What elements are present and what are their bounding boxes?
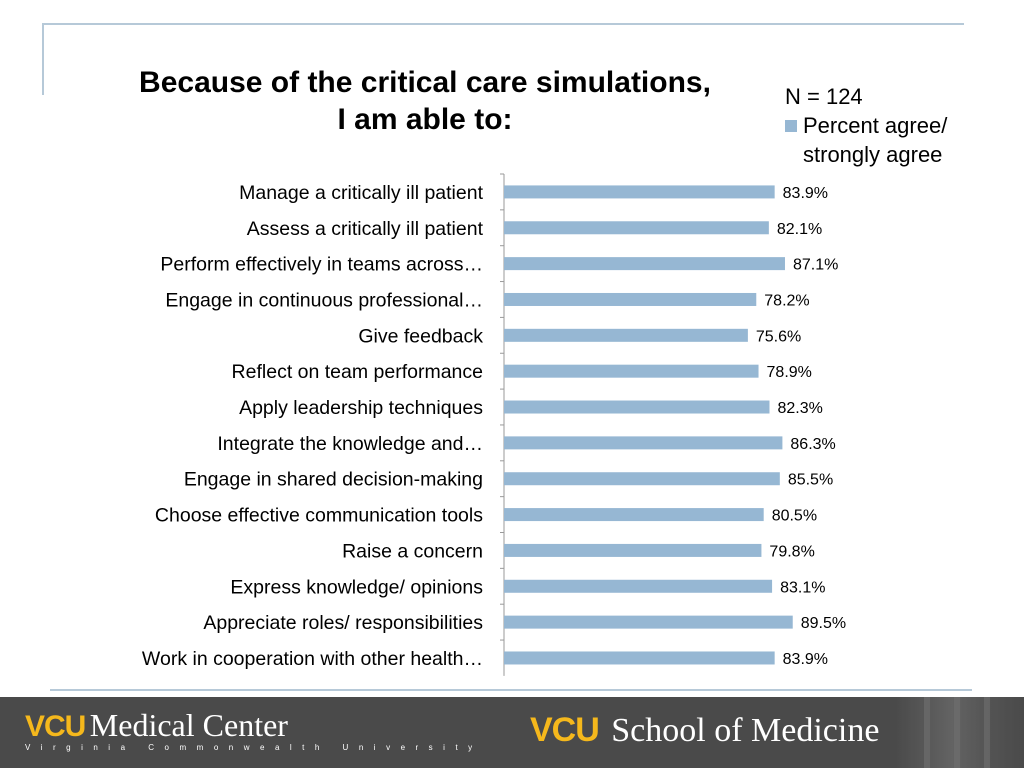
- category-label: Apply leadership techniques: [239, 397, 483, 419]
- category-label: Integrate the knowledge and…: [217, 433, 483, 455]
- bar: [504, 543, 762, 557]
- category-label: Raise a concern: [342, 540, 483, 562]
- category-label: Reflect on team performance: [232, 361, 483, 383]
- legend-entry: Percent agree/ strongly agree: [785, 111, 983, 169]
- value-label: 89.5%: [801, 615, 846, 632]
- bar: [504, 328, 748, 342]
- vcu-wordmark: VCU: [25, 710, 86, 743]
- frame-left-line: [42, 23, 44, 95]
- value-label: 75.6%: [756, 328, 801, 345]
- legend-label: Percent agree/ strongly agree: [803, 113, 948, 167]
- university-subtitle: Virginia Commonwealth University: [25, 743, 483, 752]
- value-label: 82.3%: [777, 400, 822, 417]
- bar: [504, 436, 783, 450]
- value-label: 78.9%: [767, 364, 812, 381]
- bar: [504, 257, 785, 271]
- title-line-2: I am able to:: [337, 103, 513, 136]
- category-label: Engage in continuous professional…: [165, 289, 483, 311]
- bar: [504, 579, 773, 593]
- sample-size-label: N = 124: [785, 84, 863, 109]
- bar: [504, 292, 757, 306]
- chart-title: Because of the critical care simulations…: [85, 64, 765, 138]
- value-label: 85.5%: [788, 472, 833, 489]
- bar: [504, 400, 770, 414]
- value-label: 86.3%: [790, 436, 835, 453]
- bar: [504, 221, 769, 235]
- bar: [504, 185, 775, 199]
- bar-chart: Manage a critically ill patient 83.9% Asse…: [142, 173, 846, 676]
- footer-bar: VCU Medical Center Virginia Commonwealth…: [0, 697, 1024, 768]
- vcu-school-of-medicine-logo: VCU School of Medicine: [530, 711, 879, 750]
- title-line-1: Because of the critical care simulations…: [139, 66, 711, 99]
- bar: [504, 508, 764, 522]
- bar: [504, 472, 780, 486]
- value-label: 87.1%: [793, 257, 838, 274]
- category-label: Assess a critically ill patient: [247, 218, 484, 240]
- category-label: Work in cooperation with other health…: [142, 648, 483, 670]
- category-label: Express knowledge/ opinions: [230, 576, 483, 598]
- bar: [504, 364, 759, 378]
- frame-top-line: [42, 23, 964, 25]
- value-label: 80.5%: [772, 508, 817, 525]
- bar: [504, 651, 775, 665]
- value-label: 83.1%: [780, 579, 825, 596]
- bar: [504, 615, 793, 629]
- value-label: 79.8%: [769, 543, 814, 560]
- vcu-wordmark: VCU: [530, 711, 600, 749]
- value-label: 78.2%: [764, 292, 809, 309]
- column-pillar-decoration: [894, 697, 1024, 768]
- school-of-medicine-text: School of Medicine: [611, 712, 880, 749]
- value-label: 83.9%: [783, 185, 828, 202]
- category-label: Appreciate roles/ responsibilities: [203, 612, 483, 634]
- frame-bottom-line: [50, 689, 972, 691]
- category-label: Manage a critically ill patient: [239, 182, 483, 204]
- medical-center-text: Medical Center: [89, 707, 288, 743]
- category-label: Perform effectively in teams across…: [160, 254, 483, 276]
- value-label: 83.9%: [783, 651, 828, 668]
- category-label: Engage in shared decision-making: [184, 469, 483, 491]
- legend: N = 124 Percent agree/ strongly agree: [785, 82, 983, 169]
- category-label: Give feedback: [358, 325, 483, 347]
- category-label: Choose effective communication tools: [155, 505, 483, 527]
- legend-swatch: [785, 120, 797, 132]
- value-label: 82.1%: [777, 221, 822, 238]
- vcu-medical-center-logo: VCU Medical Center: [25, 707, 288, 744]
